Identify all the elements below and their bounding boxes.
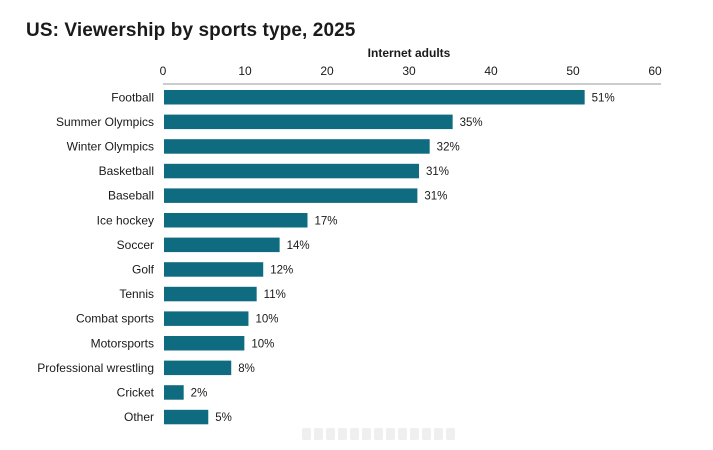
x-tick-label: 40 [484, 64, 498, 78]
category-label: Baseball [108, 189, 154, 203]
data-label: 51% [592, 92, 615, 104]
bar [164, 213, 308, 228]
chart-title: US: Viewership by sports type, 2025 [26, 20, 356, 41]
category-label: Soccer [117, 238, 154, 252]
x-tick-label: 10 [238, 64, 252, 78]
bar [164, 262, 264, 277]
x-tick-label: 20 [320, 64, 334, 78]
bar [164, 114, 453, 130]
bar [164, 90, 585, 105]
category-label: Motorsports [91, 336, 154, 350]
category-label: Combat sports [76, 312, 154, 326]
data-label: 17% [315, 215, 338, 227]
bar [164, 139, 430, 154]
category-label: Tennis [119, 287, 154, 301]
category-label: Other [124, 410, 154, 424]
category-label: Football [111, 90, 154, 104]
category-label: Winter Olympics [67, 139, 154, 153]
x-tick-label: 30 [402, 64, 416, 78]
bar [164, 163, 420, 179]
bar [164, 286, 257, 302]
watermark [302, 428, 455, 440]
x-tick-label: 50 [566, 64, 580, 78]
bar [164, 311, 249, 326]
x-tick-label: 60 [648, 64, 662, 78]
data-label: 11% [264, 289, 286, 301]
data-label: 10% [255, 314, 278, 326]
category-label: Summer Olympics [56, 115, 154, 129]
category-label: Professional wrestling [37, 361, 154, 375]
data-label: 35% [460, 117, 483, 129]
data-label: 8% [238, 363, 255, 375]
bar [164, 409, 209, 425]
data-label: 5% [215, 412, 232, 424]
data-label: 31% [426, 166, 449, 178]
x-axis-title: Internet adults [368, 46, 451, 60]
data-label: 10% [251, 338, 274, 350]
category-label: Cricket [117, 385, 155, 399]
category-label: Ice hockey [97, 213, 154, 227]
bar [164, 360, 232, 376]
bar [164, 336, 245, 351]
data-label: 12% [270, 264, 293, 276]
bar [164, 385, 184, 400]
data-label: 32% [437, 141, 460, 153]
bar [164, 237, 280, 253]
data-label: 31% [424, 191, 447, 203]
bar [164, 188, 418, 203]
category-label: Basketball [99, 164, 154, 178]
data-label: 2% [191, 387, 208, 399]
x-tick-label: 0 [160, 64, 167, 78]
data-label: 14% [287, 240, 310, 252]
category-label: Golf [132, 262, 155, 276]
